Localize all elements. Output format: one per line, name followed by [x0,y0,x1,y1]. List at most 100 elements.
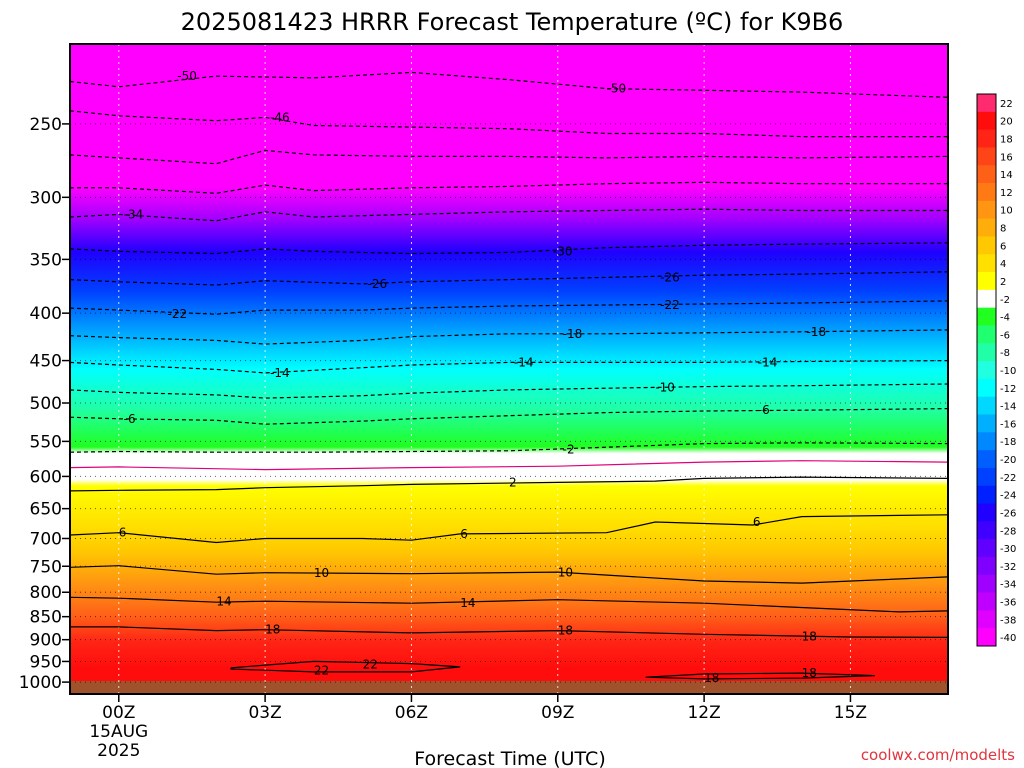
contour-label: -18 [807,325,827,339]
colorbar-cell [977,361,996,380]
colorbar-cell [977,325,996,344]
contour-label: -10 [655,380,675,394]
x-tick-label: 15Z [834,703,867,723]
colorbar-tick-label: 22 [1000,99,1013,110]
colorbar-tick-label: -2 [1000,295,1010,306]
x-tick-label: 09Z [541,703,574,723]
colorbar-tick-label: -38 [1000,615,1016,626]
x-year-label: 2025 [97,741,140,761]
colorbar-cell [977,343,996,362]
contour-label: 10 [314,566,329,580]
x-tick-label: 00Z [102,703,135,723]
colorbar-cell [977,610,996,629]
y-tick-label: 500 [30,394,62,414]
chart-title: 2025081423 HRRR Forecast Temperature (ºC… [181,8,844,36]
colorbar-cell [977,396,996,416]
colorbar-tick-label: -6 [1000,330,1010,341]
y-tick-label: 950 [30,652,62,672]
colorbar-cell [977,94,996,113]
y-tick-label: 850 [30,608,62,628]
x-tick-label: 12Z [687,703,720,723]
colorbar-tick-label: 16 [1000,152,1013,163]
colorbar-tick-label: 20 [1000,117,1013,128]
contour-line [69,110,948,138]
colorbar-tick-label: 18 [1000,135,1013,146]
contour-label: 14 [460,596,475,610]
colorbar-tick-label: 10 [1000,206,1013,217]
colorbar-tick-label: 4 [1000,259,1006,270]
y-tick-label: 750 [30,557,62,577]
colorbar-cell [977,183,996,202]
colorbar-border [976,93,997,647]
colorbar-tick-label: -36 [1000,597,1016,608]
y-tick-label: 550 [30,432,62,452]
contour-label: -22 [168,307,188,321]
colorbar-cell [977,272,996,291]
colorbar-cell [977,628,996,647]
colorbar-tick-label: -14 [1000,402,1016,413]
contour-label: 6 [460,527,468,541]
colorbar-cell [977,467,996,487]
colorbar-cell [977,378,996,398]
contour-label: 18 [265,623,280,637]
colorbar-cell [977,236,996,255]
colorbar-cell [977,147,996,166]
contour-line [69,329,949,345]
y-tick-label: 250 [30,115,62,135]
contour-label: 10 [558,566,573,580]
colorbar-tick-label: 6 [1000,241,1006,252]
plot-border [69,43,949,695]
contour-label: -14 [758,355,778,369]
colorbar-cell [977,521,996,540]
x-tick-label: 06Z [395,703,428,723]
colorbar-cell [977,556,996,576]
y-tick-label: 650 [30,500,62,520]
contour-line [69,596,949,613]
contour-line [69,565,949,584]
contour-label: 18 [704,671,719,685]
contour-label: 18 [802,666,817,680]
contour-label: 6 [753,515,761,529]
colorbar-tick-label: -12 [1000,384,1016,395]
y-tick-label: 450 [30,352,62,372]
colorbar-cell [977,450,996,469]
contour-label: -22 [660,298,680,312]
contour-label: -50 [177,69,197,83]
colorbar-tick-label: 2 [1000,277,1006,288]
colorbar-tick-label: 8 [1000,224,1006,235]
contour-label: -14 [270,366,290,380]
y-tick-label: 900 [30,631,62,651]
colorbar-cell [977,254,996,273]
y-tick-label: 300 [30,188,62,208]
colorbar-cell [977,218,996,237]
contour-line [645,672,875,680]
contour-label: -14 [514,355,534,369]
colorbar-tick-label: -24 [1000,491,1016,502]
colorbar-cell [977,432,996,451]
colorbar-cell [977,111,996,131]
x-date-label: 15AUG [89,722,148,742]
contour-line [69,271,949,286]
y-tick-label: 400 [30,304,62,324]
y-tick-label: 600 [30,467,62,487]
colorbar-tick-label: -32 [1000,562,1016,573]
contour-label: 14 [216,595,231,609]
colorbar-cell [977,592,996,611]
colorbar-tick-label: -4 [1000,313,1010,324]
colorbar-tick-label: -20 [1000,455,1016,466]
contour-label: -6 [124,412,136,426]
contour-label: 22 [314,664,329,678]
contour-label: 18 [558,624,573,638]
colorbar-tick-label: -22 [1000,473,1016,484]
contour-label: -34 [124,207,144,221]
y-tick-label: 350 [30,250,62,270]
contour-line [69,460,949,471]
colorbar-cell [977,414,996,433]
contour-label: -46 [270,110,290,124]
colorbar-cell [977,129,996,148]
contour-line [69,514,949,544]
colorbar-tick-label: -40 [1000,633,1016,644]
colorbar-cell [977,485,996,505]
contour-line [230,660,461,673]
y-tick-label: 1000 [19,673,62,693]
